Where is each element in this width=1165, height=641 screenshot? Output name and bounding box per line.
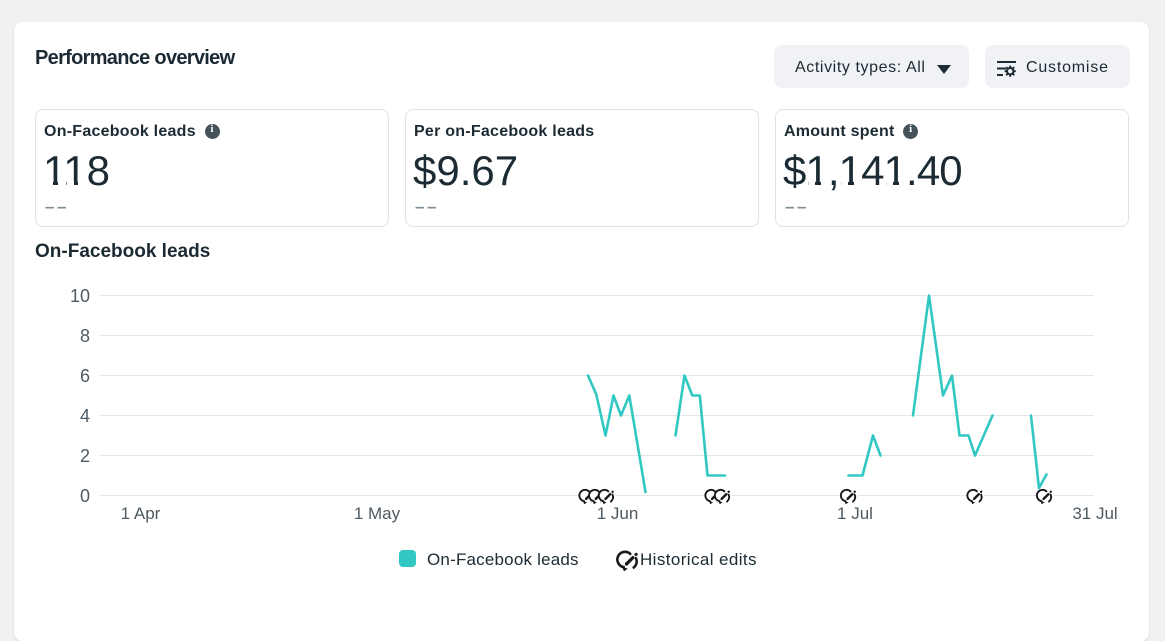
svg-text:1 May: 1 May [354, 504, 401, 523]
svg-text:31 Jul: 31 Jul [1072, 504, 1117, 523]
svg-text:1 Jun: 1 Jun [597, 504, 639, 523]
svg-text:8: 8 [80, 326, 90, 346]
svg-text:0: 0 [80, 486, 90, 506]
svg-text:1 Jul: 1 Jul [837, 504, 873, 523]
svg-text:10: 10 [70, 286, 90, 306]
svg-text:4: 4 [80, 406, 90, 426]
svg-text:1 Apr: 1 Apr [121, 504, 161, 523]
svg-text:2: 2 [80, 446, 90, 466]
svg-text:6: 6 [80, 366, 90, 386]
